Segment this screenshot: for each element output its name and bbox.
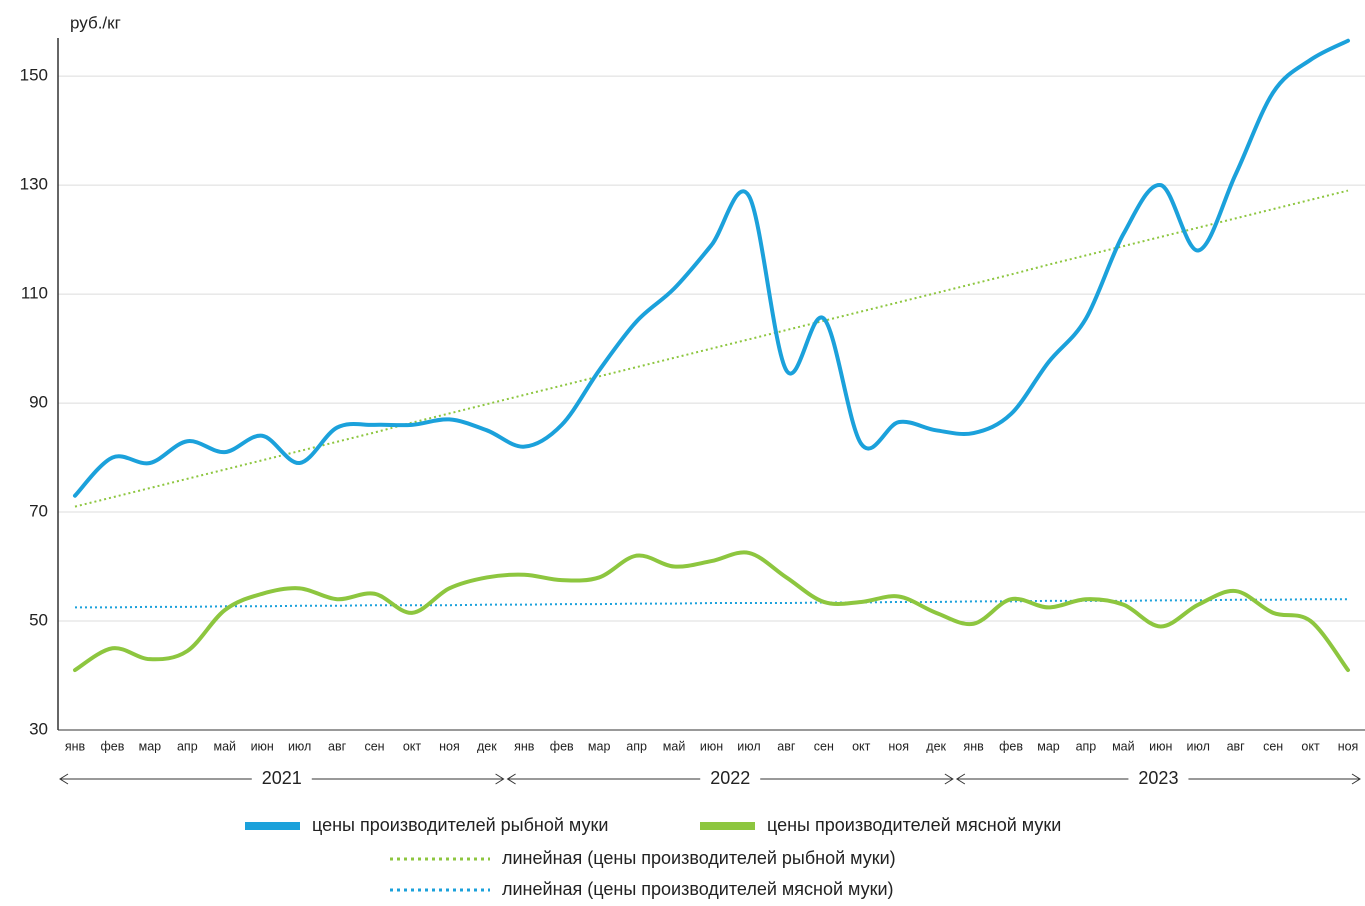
x-tick-label: авг: [1227, 739, 1246, 753]
arrow: [944, 773, 954, 785]
x-tick-label: авг: [328, 739, 347, 753]
x-tick-label: фев: [100, 739, 124, 753]
y-axis-label: руб./кг: [70, 13, 121, 32]
x-tick-label: янв: [514, 739, 535, 753]
trend-line: [75, 598, 1348, 609]
y-tick-label: 30: [29, 719, 48, 738]
legend-label: линейная (цены производителей мясной мук…: [502, 879, 894, 899]
x-tick-label: янв: [963, 739, 984, 753]
x-tick-label: май: [213, 739, 236, 753]
x-tick-label: дек: [926, 739, 946, 753]
x-tick-label: фев: [550, 739, 574, 753]
y-tick-label: 70: [29, 502, 48, 521]
line: [73, 38, 1350, 498]
y-tick-label: 110: [21, 284, 48, 303]
line: [73, 550, 1350, 673]
x-tick-label: сен: [364, 739, 384, 753]
year-bg: [251, 767, 312, 791]
arrow: [955, 773, 966, 785]
year-label: 2021: [262, 768, 302, 788]
legend-label: цены производителей рыбной муки: [312, 815, 608, 835]
x-tick-label: сен: [1263, 739, 1283, 753]
x-tick-label: окт: [852, 739, 871, 753]
x-tick-label: апр: [177, 739, 198, 753]
y-tick-label: 130: [20, 175, 48, 194]
x-tick-label: июн: [700, 739, 723, 753]
x-tick-label: ноя: [888, 739, 909, 753]
year-label: 2023: [1138, 768, 1178, 788]
x-tick-label: окт: [403, 739, 422, 753]
legend-label: линейная (цены производителей рыбной мук…: [502, 848, 896, 868]
x-tick-label: сен: [814, 739, 834, 753]
x-tick-label: окт: [1301, 739, 1320, 753]
x-tick-label: июл: [1187, 739, 1210, 753]
x-tick-label: янв: [65, 739, 86, 753]
x-tick-label: апр: [626, 739, 647, 753]
x-tick-label: ноя: [439, 739, 460, 753]
x-tick-label: мар: [139, 739, 162, 753]
year-bg: [700, 767, 761, 791]
arrow: [506, 773, 516, 785]
year-bg: [1128, 767, 1189, 791]
x-tick-label: авг: [777, 739, 796, 753]
x-tick-label: мар: [1037, 739, 1060, 753]
x-tick-label: июн: [1149, 739, 1172, 753]
x-tick-label: ноя: [1338, 739, 1359, 753]
x-tick-label: июн: [251, 739, 274, 753]
x-tick-label: апр: [1076, 739, 1097, 753]
x-tick-label: май: [663, 739, 686, 753]
trend-line: [74, 189, 1349, 508]
arrow: [495, 773, 505, 785]
x-tick-label: май: [1112, 739, 1135, 753]
year-label: 2022: [710, 768, 750, 788]
legend-label: цены производителей мясной муки: [767, 815, 1061, 835]
x-tick-label: июл: [288, 739, 311, 753]
y-tick-label: 50: [29, 611, 48, 630]
arrow: [1351, 773, 1361, 785]
arrow: [59, 773, 69, 785]
y-tick-label: 150: [20, 66, 48, 85]
y-tick-label: 90: [29, 393, 48, 412]
x-tick-label: дек: [477, 739, 497, 753]
x-tick-label: июл: [737, 739, 760, 753]
x-tick-label: фев: [999, 739, 1023, 753]
x-tick-label: мар: [588, 739, 611, 753]
